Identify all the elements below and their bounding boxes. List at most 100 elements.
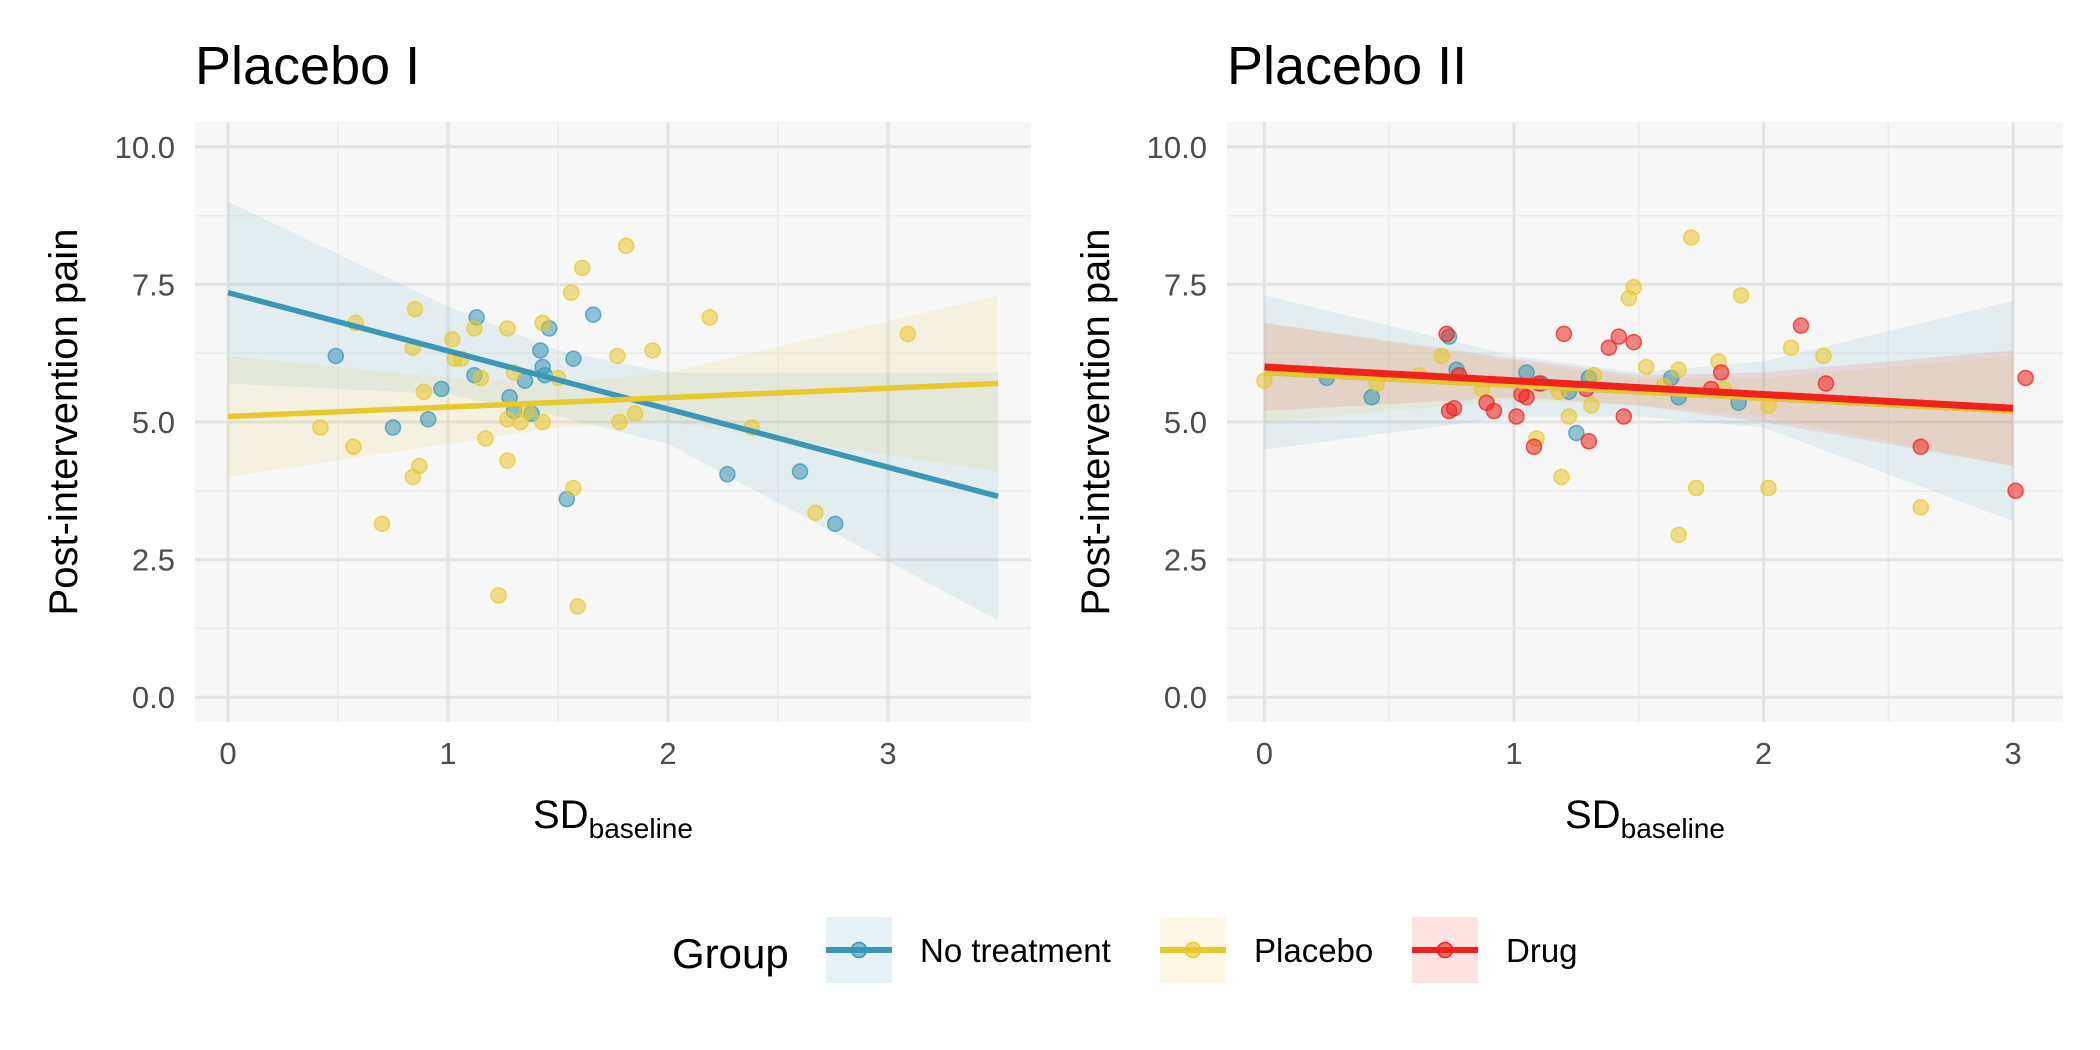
data-point-placebo <box>415 383 433 400</box>
x-axis-title-subscript: baseline <box>589 813 693 844</box>
fit-line-placebo <box>227 380 999 420</box>
x-axis-title: SDbaseline <box>533 793 693 844</box>
data-point-placebo <box>1585 366 1603 384</box>
legend-key-point-drug <box>1436 941 1454 959</box>
data-point-placebo <box>1687 479 1705 497</box>
x-tick-label: 3 <box>2004 736 2021 771</box>
data-point-placebo <box>1637 358 1655 376</box>
x-axis-title: SDbaseline <box>1565 793 1725 844</box>
data-point-drug <box>1438 325 1455 343</box>
y-tick-label: 7.5 <box>132 267 175 302</box>
data-point-placebo <box>477 430 494 447</box>
legend-key-point-placebo <box>1184 941 1202 959</box>
data-point-drug <box>1817 375 1835 392</box>
x-tick-label: 0 <box>219 736 236 771</box>
x-tick-label: 3 <box>879 736 896 771</box>
data-point-placebo <box>499 410 516 428</box>
y-tick-label: 2.5 <box>132 543 175 578</box>
data-point-drug <box>1525 438 1543 456</box>
x-tick-label: 2 <box>1755 736 1772 771</box>
panel-title: Placebo I <box>195 36 420 96</box>
fit-line-no-treatment <box>227 289 999 499</box>
data-point-drug <box>1792 317 1810 334</box>
data-point-drug <box>2017 369 2034 387</box>
y-tick-label: 10.0 <box>115 130 175 165</box>
y-tick-label: 10.0 <box>1147 130 1207 165</box>
data-point-drug <box>1485 402 1503 420</box>
data-point-drug <box>1508 408 1525 425</box>
y-tick-label: 5.0 <box>1164 405 1207 440</box>
data-point-placebo <box>569 598 587 615</box>
data-point-no-treatment <box>565 350 582 367</box>
data-point-placebo <box>899 325 917 343</box>
data-point-placebo <box>1782 339 1800 356</box>
data-point-placebo <box>1560 408 1578 425</box>
data-point-placebo <box>1553 468 1570 486</box>
data-point-placebo <box>406 300 424 318</box>
data-point-drug <box>2007 482 2024 500</box>
y-axis-title: Post-intervention pain <box>1074 229 1118 616</box>
legend: Group No treatment Placebo Drug <box>672 917 1578 983</box>
data-point-placebo <box>1583 397 1600 414</box>
x-tick-label: 1 <box>439 736 456 771</box>
data-point-placebo <box>807 504 824 522</box>
y-tick-label: 2.5 <box>1164 543 1207 578</box>
data-point-drug <box>1712 364 1730 381</box>
panel-placebo-ii: 0 1 2 3 0.0 2.5 5.0 7.5 10.0 Placebo II SDbaseline… <box>1074 36 2063 844</box>
data-point-placebo <box>499 320 516 337</box>
data-point-no-treatment <box>419 410 437 428</box>
panel-title: Placebo II <box>1227 36 1467 96</box>
data-point-placebo <box>611 413 628 431</box>
data-point-placebo <box>573 259 591 277</box>
x-axis-title-subscript: baseline <box>1621 813 1725 844</box>
confidence-band-placebo <box>228 295 998 478</box>
data-point-placebo <box>562 284 580 301</box>
data-point-drug <box>1600 339 1618 356</box>
y-tick-label: 0.0 <box>1164 680 1207 715</box>
data-point-placebo <box>1670 526 1687 544</box>
data-point-placebo <box>312 419 329 436</box>
data-point-drug <box>1912 438 1930 456</box>
y-axis-title: Post-intervention pain <box>42 229 86 616</box>
data-point-placebo <box>1670 361 1687 378</box>
data-point-placebo <box>1433 347 1450 365</box>
data-point-no-treatment <box>433 380 450 398</box>
data-point-placebo <box>701 309 719 326</box>
data-point-drug <box>1580 433 1598 450</box>
data-point-placebo <box>644 342 661 359</box>
y-tick-label: 7.5 <box>1164 267 1207 302</box>
data-point-no-treatment <box>719 466 736 483</box>
data-point-no-treatment <box>791 463 809 480</box>
data-point-drug <box>1610 328 1628 345</box>
data-point-placebo <box>565 479 582 497</box>
data-point-placebo <box>1760 479 1777 497</box>
data-point-placebo <box>373 515 391 533</box>
data-point-placebo <box>466 320 483 337</box>
data-point-drug <box>1625 333 1643 351</box>
data-point-no-treatment <box>532 342 549 359</box>
data-point-no-treatment <box>1568 424 1585 442</box>
data-point-placebo <box>499 452 516 469</box>
fit-line-drug <box>1264 363 2014 412</box>
data-point-drug <box>1518 388 1535 406</box>
data-point-placebo <box>1815 347 1832 365</box>
data-point-no-treatment <box>327 347 345 365</box>
x-tick-label: 0 <box>1256 736 1273 771</box>
x-axis-title-main: SD <box>533 793 589 837</box>
data-point-placebo <box>534 314 551 332</box>
legend-title: Group <box>672 930 789 977</box>
panel-placebo-i: 0 1 2 3 0.0 2.5 5.0 7.5 10.0 Placebo I SDbaseline P… <box>42 36 1031 844</box>
data-point-placebo <box>490 587 507 604</box>
data-point-no-treatment <box>384 419 402 436</box>
x-axis-title-main: SD <box>1565 793 1621 837</box>
legend-label-drug: Drug <box>1506 932 1578 969</box>
x-tick-label: 1 <box>1505 736 1522 771</box>
data-point-no-treatment <box>584 306 602 323</box>
legend-label-no-treatment: No treatment <box>920 932 1111 969</box>
data-point-placebo <box>345 438 362 456</box>
data-point-drug <box>1445 399 1463 417</box>
data-point-placebo <box>534 413 551 431</box>
x-tick-label: 2 <box>659 736 676 771</box>
legend-key-point-no-treatment <box>850 941 868 959</box>
